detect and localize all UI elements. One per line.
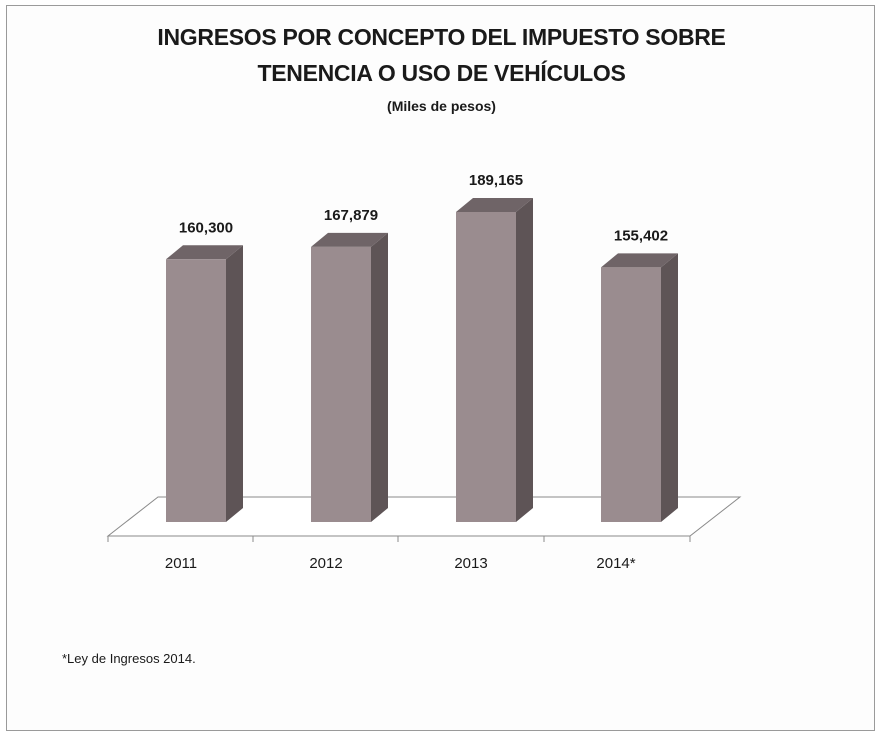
bar-top: [601, 253, 678, 268]
data-label: 189,165: [469, 172, 523, 189]
x-tick-label: 2012: [309, 555, 342, 572]
bar-side: [661, 253, 678, 523]
x-tick-label: 2014*: [596, 555, 635, 572]
chart-title-line-1: INGRESOS POR CONCEPTO DEL IMPUESTO SOBRE: [157, 24, 726, 50]
chart-subtitle: (Miles de pesos): [387, 98, 496, 114]
x-tick-label: 2013: [454, 555, 487, 572]
data-label: 155,402: [614, 227, 668, 244]
bar: [456, 212, 516, 522]
bar: [311, 246, 371, 522]
data-label: 167,879: [324, 207, 378, 224]
x-tick-label: 2011: [165, 555, 197, 572]
chart-floor: [106, 496, 742, 537]
bar: [166, 259, 226, 522]
footnote: *Ley de Ingresos 2014.: [62, 651, 196, 666]
bar-side: [226, 245, 243, 522]
bar-side: [371, 232, 388, 522]
bar-top: [456, 198, 533, 212]
bar-side: [516, 198, 533, 522]
data-label: 160,300: [179, 219, 233, 236]
bar: [601, 267, 661, 522]
bar-top: [166, 245, 243, 260]
bar-top: [311, 232, 388, 247]
chart-title-line-2: TENENCIA O USO DE VEHÍCULOS: [257, 60, 626, 86]
chart-frame: [6, 5, 875, 731]
